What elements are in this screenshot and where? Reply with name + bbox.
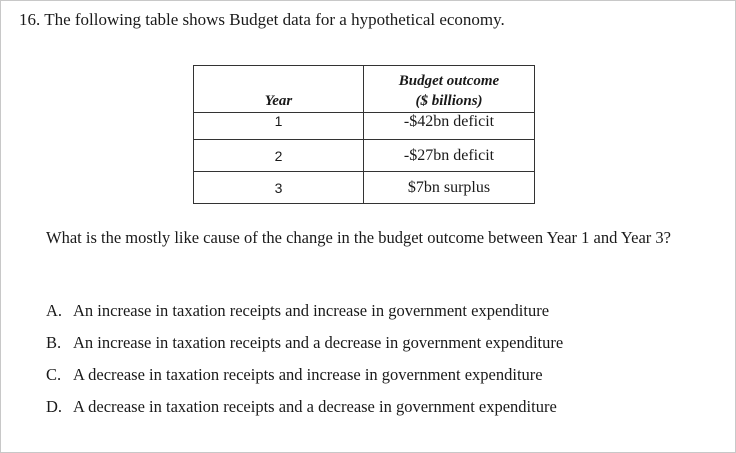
option-c: C. A decrease in taxation receipts and in… bbox=[46, 364, 563, 396]
outcome-cell: -$27bn deficit bbox=[363, 139, 535, 172]
table-row: 2 -$27bn deficit bbox=[193, 139, 535, 172]
outcome-header-line2: ($ billions) bbox=[415, 93, 483, 109]
option-text: An increase in taxation receipts and inc… bbox=[73, 301, 550, 320]
option-text: A decrease in taxation receipts and a de… bbox=[73, 397, 557, 416]
option-letter: C. bbox=[46, 365, 62, 384]
table-row: 3 $7bn surplus bbox=[193, 171, 535, 204]
option-letter: A. bbox=[46, 301, 63, 320]
outcome-cell: -$42bn deficit bbox=[363, 112, 535, 140]
year-cell: 3 bbox=[193, 171, 364, 204]
option-b: B. An increase in taxation receipts and a… bbox=[46, 332, 563, 364]
outcome-header-line1: Budget outcome bbox=[398, 73, 500, 89]
option-a: A. An increase in taxation receipts and i… bbox=[46, 300, 563, 332]
option-text: A decrease in taxation receipts and incr… bbox=[73, 365, 543, 384]
outcome-cell: $7bn surplus bbox=[363, 171, 535, 204]
year-cell: 2 bbox=[193, 139, 364, 172]
option-text: An increase in taxation receipts and a d… bbox=[73, 333, 564, 352]
budget-table: Year Budget outcome ($ billions) 1 -$42b… bbox=[193, 65, 535, 204]
table-row: 1 -$42bn deficit bbox=[193, 112, 535, 140]
question-prompt: What is the mostly like cause of the cha… bbox=[46, 228, 671, 247]
option-letter: D. bbox=[46, 397, 63, 416]
option-letter: B. bbox=[46, 333, 62, 352]
answer-options: A. An increase in taxation receipts and i… bbox=[46, 300, 563, 428]
question-title: 16. The following table shows Budget dat… bbox=[19, 10, 505, 29]
option-d: D. A decrease in taxation receipts and a … bbox=[46, 396, 563, 428]
year-cell: 1 bbox=[193, 112, 364, 140]
table-header-row: Year Budget outcome ($ billions) bbox=[193, 65, 535, 113]
year-header: Year bbox=[193, 65, 364, 113]
outcome-header: Budget outcome ($ billions) bbox=[363, 65, 535, 113]
